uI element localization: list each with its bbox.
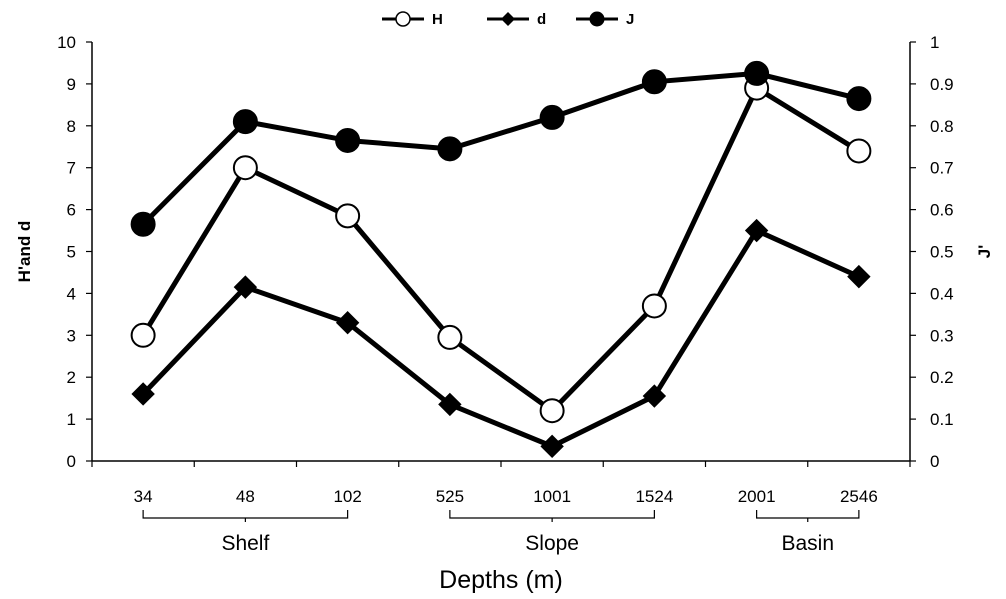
point-d (540, 434, 564, 459)
left-y-tick-label: 8 (67, 117, 76, 136)
point-d (438, 392, 462, 417)
right-y-tick-label: 0.1 (930, 410, 954, 429)
group-bracket (756, 510, 860, 519)
legend-entry-d: d (487, 11, 546, 28)
left-y-tick-label: 0 (67, 452, 76, 471)
group-label: Basin (781, 532, 834, 555)
left-y-tick-label: 4 (67, 284, 76, 303)
right-y-tick-label: 0.7 (930, 159, 954, 178)
legend-label: H (432, 11, 443, 28)
x-tick-label: 525 (436, 487, 464, 506)
legend-marker (589, 11, 605, 27)
point-H (335, 203, 361, 229)
x-tick-label: 2001 (738, 487, 776, 506)
right-y-tick-label: 0 (930, 452, 939, 471)
right-y-tick-label: 1 (930, 33, 939, 52)
legend-entry-H: H (382, 11, 443, 28)
left-y-tick-label: 9 (67, 75, 76, 94)
group-basin: Basin (756, 510, 860, 555)
right-y-axis-title: J' (975, 245, 994, 259)
left-y-tick-label: 7 (67, 159, 76, 178)
legend-marker (395, 11, 411, 27)
left-y-tick-label: 3 (67, 326, 76, 345)
point-H (539, 398, 565, 424)
left-y-axis-title: H'and d (15, 221, 34, 283)
right-y-tick-label: 0.8 (930, 117, 954, 136)
left-y-tick-label: 6 (67, 201, 76, 220)
right-y-tick-label: 0.3 (930, 326, 954, 345)
x-tick-label: 2546 (840, 487, 878, 506)
right-y-tick-label: 0.2 (930, 368, 954, 387)
series-layer (130, 60, 872, 459)
x-tick-label: 102 (333, 487, 361, 506)
group-label: Slope (525, 532, 579, 555)
x-tick-label: 1001 (533, 487, 571, 506)
legend-label: d (537, 11, 546, 28)
x-tick-label: 1524 (635, 487, 673, 506)
legend-entry-J: J (576, 11, 634, 28)
point-J (539, 104, 565, 130)
x-tick-label: 34 (134, 487, 153, 506)
left-y-tick-label: 1 (67, 410, 76, 429)
series-line-H (140, 85, 861, 414)
series-line-d (141, 228, 860, 449)
x-axis-title: Depths (m) (439, 566, 563, 594)
point-J (744, 60, 770, 86)
depth-zone-groups: Shelf Slope Basin (142, 510, 860, 555)
point-H (232, 155, 258, 181)
series-d (131, 218, 871, 459)
right-y-tick-label: 0.9 (930, 75, 954, 94)
point-d (233, 275, 258, 299)
point-d (642, 384, 667, 408)
group-bracket (449, 510, 655, 519)
group-slope: Slope (449, 510, 655, 555)
right-y-tick-label: 0.6 (930, 201, 954, 220)
left-y-tick-label: 10 (57, 33, 76, 52)
point-J (335, 127, 361, 153)
point-J (846, 86, 872, 112)
point-J (437, 136, 463, 162)
group-label: Shelf (221, 532, 269, 555)
point-H (641, 293, 667, 319)
point-H (846, 138, 872, 164)
point-d (335, 311, 360, 335)
point-J (641, 69, 667, 95)
right-y-tick-label: 0.5 (930, 243, 954, 262)
point-J (232, 109, 258, 135)
series-line-J (141, 70, 860, 227)
x-tick-label: 48 (236, 487, 255, 506)
group-shelf: Shelf (142, 510, 349, 555)
point-H (437, 324, 463, 350)
left-y-ticks: 0 1 2 3 4 5 6 7 8 9 10 (57, 33, 92, 471)
left-y-tick-label: 5 (67, 243, 76, 262)
point-d (131, 382, 155, 406)
x-ticks: 34 48 102 525 1001 1524 2001 2546 (91, 461, 911, 506)
right-y-tick-label: 0.4 (930, 284, 954, 303)
point-d (847, 264, 871, 289)
point-d (744, 218, 769, 243)
series-J (130, 60, 872, 237)
right-y-ticks: 0 0.1 0.2 0.3 0.4 0.5 0.6 0.7 0.8 0.9 1 (910, 33, 954, 471)
group-bracket (142, 510, 349, 519)
series-H (130, 75, 872, 424)
point-J (130, 211, 156, 237)
left-y-tick-label: 2 (67, 368, 76, 387)
legend-label: J (626, 11, 634, 28)
point-H (130, 322, 156, 348)
legend-marker (501, 12, 515, 26)
